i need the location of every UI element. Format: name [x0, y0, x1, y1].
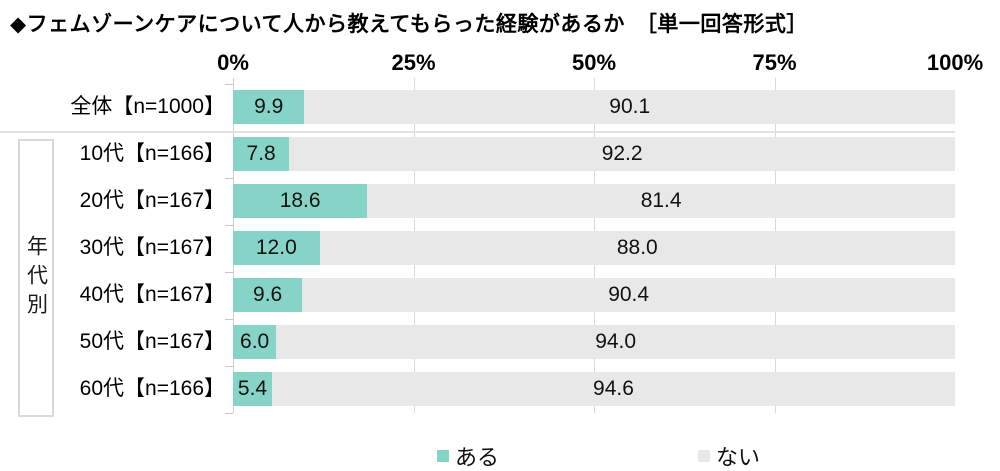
category-label: 60代【n=166】 [79, 377, 225, 400]
bar-segment-aru: 6.0 [233, 325, 277, 359]
bar-value: 90.1 [609, 95, 651, 118]
bar-segment-aru: 7.8 [233, 137, 290, 171]
category-label: 全体【n=1000】 [70, 95, 225, 118]
category-label: 40代【n=167】 [79, 283, 225, 306]
category-label: 20代【n=167】 [79, 189, 225, 212]
x-axis-tick-label: 50% [571, 50, 617, 75]
bar-value: 6.0 [240, 330, 270, 353]
bar-row: 5.4 94.6 [233, 372, 955, 406]
legend-label: ある [455, 445, 500, 470]
bar-segment-aru: 12.0 [233, 231, 320, 265]
age-group-label: 年代別 [24, 234, 48, 322]
bar-value: 94.6 [593, 377, 634, 400]
plot-area: 9.9 90.1 7.8 92.2 18.6 81.4 12.0 88.0 9.… [225, 78, 955, 414]
age-group-bracket: 年代別 [18, 139, 54, 417]
x-axis-tick-label: 0% [217, 50, 249, 75]
legend-swatch-aru [437, 450, 449, 462]
legend-swatch-nai [698, 450, 710, 462]
bar-row: 18.6 81.4 [233, 184, 955, 218]
category-axis-tick [225, 413, 233, 414]
bar-segment-aru: 5.4 [233, 372, 272, 406]
x-axis-tick-label: 100% [926, 50, 984, 75]
bar-value: 9.6 [253, 283, 283, 306]
bar-value: 9.9 [254, 95, 284, 118]
bar-segment-nai: 90.4 [302, 278, 955, 312]
bar-value: 92.2 [601, 142, 643, 165]
legend-label: ない [716, 445, 761, 470]
legend-item-aru: ある [437, 440, 499, 471]
bar-segment-nai: 90.1 [304, 90, 955, 124]
bar-segment-nai: 88.0 [319, 231, 955, 265]
bar-value: 18.6 [279, 189, 321, 212]
bar-row: 9.6 90.4 [233, 278, 955, 312]
bar-value: 90.4 [608, 283, 650, 306]
category-axis-tick [225, 225, 233, 226]
bar-segment-aru: 9.6 [233, 278, 303, 312]
bar-value: 5.4 [237, 377, 268, 400]
bar-segment-nai: 81.4 [367, 184, 955, 218]
category-axis-tick [225, 366, 233, 367]
bar-value: 7.8 [246, 142, 276, 165]
chart-title: ◆フェムゾーンケアについて人から教えてもらった経験があるか ［単一回答形式］ [10, 13, 808, 36]
category-axis-tick [225, 319, 233, 320]
category-label: 50代【n=167】 [79, 330, 225, 353]
bar-value: 81.4 [640, 189, 682, 212]
x-axis-tick-label: 25% [391, 50, 436, 75]
bar-value: 94.0 [595, 330, 637, 353]
bar-segment-aru: 18.6 [233, 184, 368, 218]
category-axis-tick [225, 272, 233, 273]
bar-segment-aru: 9.9 [233, 90, 305, 124]
bar-row: 7.8 92.2 [233, 137, 955, 171]
bar-row: 9.9 90.1 [233, 90, 955, 124]
total-section-divider [0, 131, 955, 133]
bar-row: 12.0 88.0 [233, 231, 955, 265]
category-axis-tick [225, 178, 233, 179]
bar-segment-nai: 94.0 [276, 325, 955, 359]
x-axis: 0% 25% 50% 75% 100% [217, 50, 983, 76]
x-axis-tick-label: 75% [752, 50, 797, 75]
bar-value: 12.0 [255, 236, 297, 259]
legend-item-nai: ない [698, 440, 760, 471]
category-label: 30代【n=167】 [79, 236, 225, 259]
bar-segment-nai: 92.2 [289, 137, 955, 171]
category-axis-tick [225, 84, 233, 85]
bar-value: 88.0 [616, 236, 658, 259]
bar-segment-nai: 94.6 [271, 372, 955, 406]
bar-row: 6.0 94.0 [233, 325, 955, 359]
category-label: 10代【n=166】 [79, 142, 225, 165]
